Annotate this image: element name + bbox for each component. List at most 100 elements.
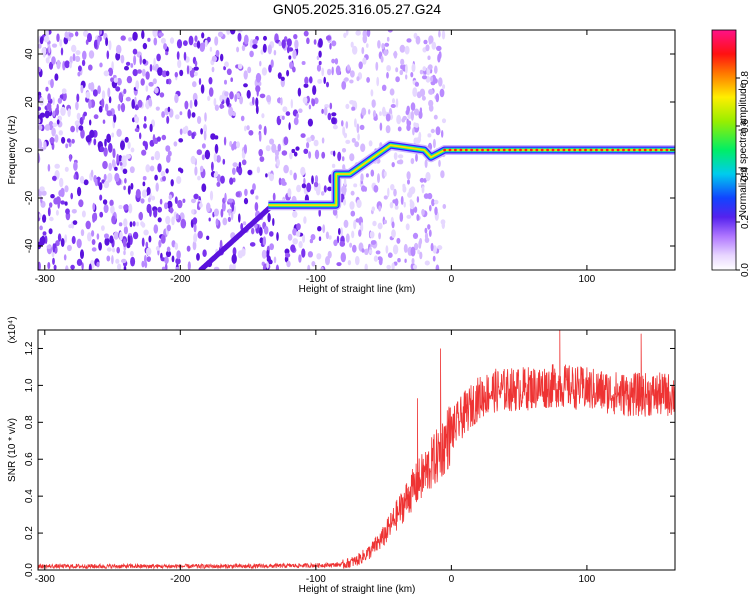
spectrogram-noise-blob bbox=[372, 220, 377, 227]
spectrogram-noise-blob bbox=[60, 47, 64, 56]
spectrogram-noise-blob bbox=[396, 237, 401, 244]
spectrogram-noise-blob bbox=[220, 208, 224, 218]
spectrogram-noise-blob bbox=[123, 226, 128, 235]
spectrogram-noise-blob bbox=[221, 201, 226, 212]
spectrogram-noise-blob bbox=[164, 202, 168, 210]
spectrogram-noise-blob bbox=[197, 205, 200, 210]
spectrogram-noise-blob bbox=[393, 50, 398, 59]
spectrogram-noise-blob bbox=[258, 124, 262, 130]
spectrogram-signal-peak bbox=[600, 148, 604, 152]
spectrogram-noise-blob bbox=[203, 130, 207, 141]
spectrogram-noise-blob bbox=[261, 113, 265, 119]
spectrogram-noise-blob bbox=[143, 123, 147, 129]
spectrogram-noise-blob bbox=[90, 169, 94, 178]
spectrogram-noise-blob bbox=[48, 61, 54, 70]
spectrogram-noise-blob bbox=[389, 202, 394, 209]
spectrogram-noise-blob bbox=[440, 170, 445, 179]
spectrogram-noise-blob bbox=[46, 102, 52, 111]
spectrogram-noise-blob bbox=[404, 45, 410, 55]
spectrogram-noise-blob bbox=[258, 132, 262, 142]
spectrogram-noise-blob bbox=[102, 119, 106, 124]
spectrogram-noise-blob bbox=[314, 97, 319, 105]
spectrogram-noise-blob bbox=[232, 162, 238, 168]
spectrogram-noise-blob bbox=[371, 206, 375, 212]
spectrogram-noise-blob bbox=[38, 261, 41, 270]
spectrogram-noise-blob bbox=[39, 36, 44, 45]
spectrogram-noise-blob bbox=[204, 112, 207, 122]
spectrogram-noise-blob bbox=[146, 247, 152, 256]
spectrogram-noise-blob bbox=[356, 199, 362, 208]
spectrogram-noise-blob bbox=[395, 98, 399, 108]
spectrogram-noise-blob bbox=[38, 43, 42, 49]
spectrogram-noise-blob bbox=[202, 249, 207, 257]
spectrogram-noise-blob bbox=[331, 40, 337, 47]
spectrogram-noise-blob bbox=[303, 148, 309, 154]
spectrogram-noise-blob bbox=[437, 245, 443, 251]
spectrogram-noise-blob bbox=[287, 233, 293, 241]
spectrogram-noise-blob bbox=[114, 166, 118, 171]
spectrogram-noise-blob bbox=[345, 121, 349, 129]
spectrogram-signal-peak bbox=[454, 148, 457, 152]
spectrogram-noise-blob bbox=[207, 95, 211, 101]
spectrogram-noise-blob bbox=[130, 182, 134, 190]
spectrogram-noise-blob bbox=[232, 177, 236, 183]
spectrogram-noise-blob bbox=[323, 185, 327, 193]
spectrogram-noise-blob bbox=[183, 40, 188, 46]
spectrogram-noise-blob bbox=[204, 39, 208, 47]
spectrogram-noise-blob bbox=[394, 198, 399, 207]
spectrogram-ylabel: Frequency (Hz) bbox=[7, 116, 18, 185]
spectrogram-noise-blob bbox=[99, 194, 103, 201]
spectrogram-noise-blob bbox=[293, 34, 298, 40]
spectrogram-noise-blob bbox=[359, 124, 365, 130]
spectrogram-noise-blob bbox=[85, 91, 91, 99]
spectrogram-noise-blob bbox=[200, 128, 204, 135]
spectrogram-noise-blob bbox=[362, 57, 367, 65]
spectrogram-noise-blob bbox=[228, 208, 231, 216]
spectrogram-noise-blob bbox=[47, 93, 51, 102]
spectrogram-noise-blob bbox=[414, 122, 420, 128]
spectrogram-noise-blob bbox=[396, 160, 403, 165]
spectrogram-noise-blob bbox=[311, 261, 316, 267]
spectrogram-noise-blob bbox=[175, 266, 180, 270]
spectrogram-noise-blob bbox=[107, 87, 111, 98]
spectrogram-noise-blob bbox=[153, 37, 158, 46]
spectrogram-noise-blob bbox=[108, 40, 112, 51]
spectrogram-noise-blob bbox=[318, 60, 322, 66]
spectrogram-noise-blob bbox=[216, 155, 221, 163]
spectrogram-noise-blob bbox=[80, 249, 84, 260]
spectrogram-noise-blob bbox=[235, 191, 241, 198]
spectrogram-noise-blob bbox=[247, 169, 253, 176]
spectrogram-noise-blob bbox=[439, 88, 445, 98]
spectrogram-noise-blob bbox=[152, 134, 156, 144]
spectrogram-noise-blob bbox=[120, 140, 125, 151]
spectrogram-noise-blob bbox=[193, 233, 198, 243]
spectrogram-noise-blob bbox=[209, 46, 213, 52]
spectrogram-noise-blob bbox=[340, 227, 343, 237]
spectrogram-noise-blob bbox=[189, 99, 193, 109]
spectrogram-noise-blob bbox=[213, 152, 217, 162]
spectrogram-noise-blob bbox=[343, 219, 349, 228]
spectrogram-noise-blob bbox=[173, 141, 178, 147]
spectrogram-noise-blob bbox=[111, 159, 116, 167]
spectrogram-noise-blob bbox=[282, 106, 288, 113]
spectrogram-noise-blob bbox=[38, 140, 43, 149]
spectrogram-noise-blob bbox=[103, 173, 107, 181]
spectrogram-noise-blob bbox=[331, 58, 336, 64]
spectrogram-noise-blob bbox=[182, 198, 186, 203]
spectrogram-noise-blob bbox=[263, 225, 269, 235]
spectrogram-noise-blob bbox=[145, 164, 151, 173]
spectrogram-noise-blob bbox=[403, 201, 406, 208]
spectrogram-noise-blob bbox=[148, 97, 152, 107]
spectrogram-noise-blob bbox=[194, 166, 198, 176]
snr-y-ticks: 0.0 0.2 0.4 0.6 0.8 1.0 1.2 bbox=[24, 341, 675, 577]
spectrogram-noise-blob bbox=[255, 97, 259, 108]
spectrogram-noise-blob bbox=[310, 234, 316, 241]
spectrogram-noise-blob bbox=[368, 140, 373, 147]
spectrogram-noise-blob bbox=[369, 231, 375, 239]
spectrogram-noise-blob bbox=[224, 91, 229, 97]
spectrogram-noise-blob bbox=[237, 32, 242, 42]
spectrogram-noise-blob bbox=[438, 159, 441, 167]
colorbar-gradient bbox=[711, 29, 737, 271]
spectrogram-noise-blob bbox=[383, 219, 387, 224]
spectrogram-noise-blob bbox=[50, 194, 55, 199]
